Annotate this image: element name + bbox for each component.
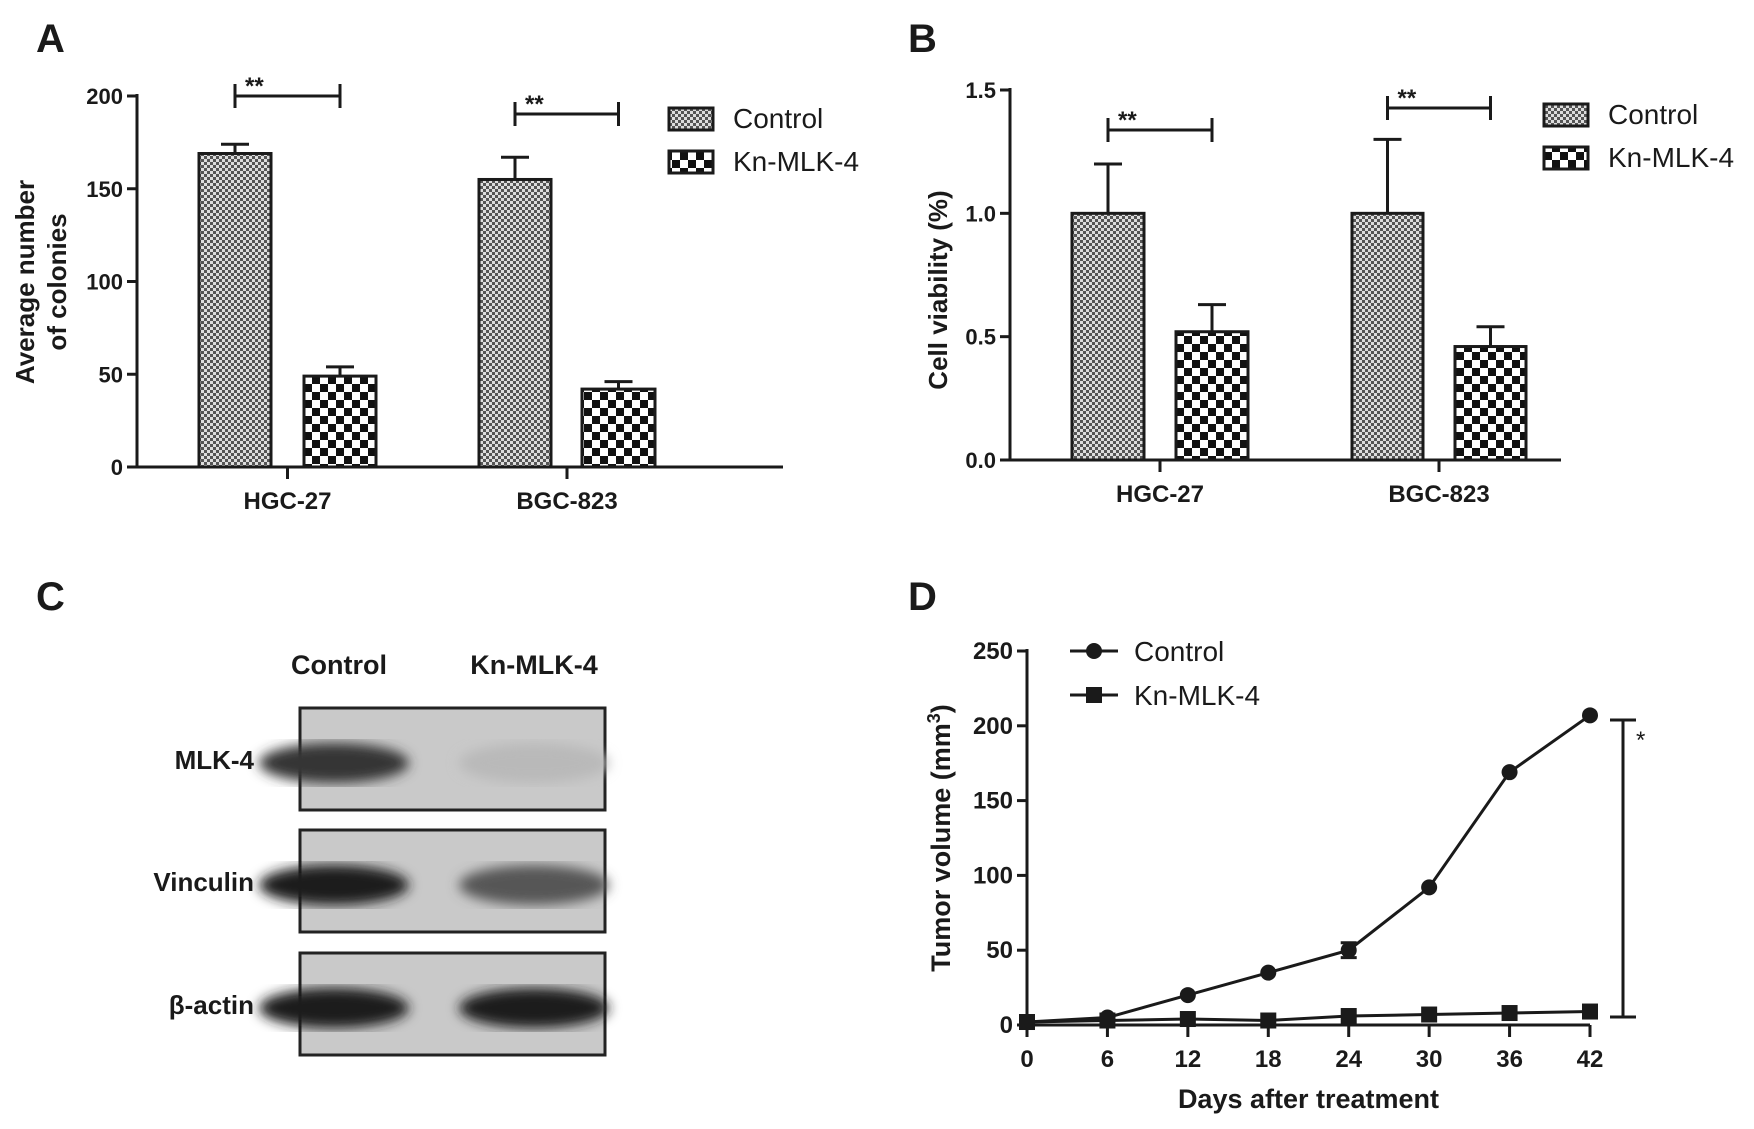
data-point-square bbox=[1340, 1008, 1357, 1025]
legend-swatch bbox=[667, 106, 715, 132]
x-tick-label: 0 bbox=[1020, 1046, 1033, 1073]
data-point-circle bbox=[1260, 964, 1277, 981]
bar-control bbox=[1350, 211, 1425, 462]
blot-band bbox=[459, 865, 609, 905]
blot-column-label: Kn-MLK-4 bbox=[470, 650, 597, 680]
series-line-kn-mlk-4 bbox=[1026, 1010, 1591, 1024]
data-point-square bbox=[1421, 1006, 1438, 1023]
legend-swatch bbox=[1542, 145, 1590, 171]
y-axis-label-line1: Average number bbox=[10, 180, 40, 384]
y-axis-label-text: Tumor volume (mm bbox=[926, 723, 956, 972]
blot-band bbox=[459, 743, 609, 783]
legend-label: Control bbox=[1134, 636, 1224, 667]
data-point-square bbox=[1019, 1014, 1035, 1031]
bar-control bbox=[477, 177, 553, 469]
blot-row-label: Vinculin bbox=[153, 867, 254, 897]
y-tick-label: 0.0 bbox=[965, 448, 996, 473]
x-tick-label: 18 bbox=[1255, 1046, 1282, 1073]
data-point-square bbox=[1582, 1003, 1598, 1020]
x-tick-label: BGC-823 bbox=[516, 488, 617, 515]
bar-kn-mlk-4 bbox=[302, 374, 378, 469]
data-point-circle bbox=[1179, 987, 1196, 1004]
y-tick-label: 0 bbox=[1000, 1012, 1013, 1039]
y-tick-label: 100 bbox=[86, 270, 123, 295]
y-tick-label: 250 bbox=[973, 638, 1013, 665]
legend-label: Kn-MLK-4 bbox=[1134, 680, 1260, 711]
y-tick-label: 50 bbox=[99, 362, 123, 387]
y-tick-label: 50 bbox=[986, 937, 1013, 964]
panel-letter-b: B bbox=[908, 17, 937, 61]
significance-label: ** bbox=[525, 91, 544, 118]
data-point-square bbox=[1260, 1012, 1277, 1029]
x-tick-label: BGC-823 bbox=[1388, 481, 1489, 508]
blot-row-label: β-actin bbox=[169, 990, 254, 1020]
y-axis-label-line2: of colonies bbox=[42, 213, 72, 350]
legend-label: Control bbox=[1608, 99, 1698, 130]
y-tick-label: 150 bbox=[973, 788, 1013, 815]
data-point-circle bbox=[1582, 707, 1598, 724]
y-tick-label: 150 bbox=[86, 177, 123, 202]
blot-band bbox=[459, 988, 609, 1028]
y-tick-label: 1.5 bbox=[965, 78, 996, 103]
panel-letter-d: D bbox=[908, 575, 937, 619]
significance-label: ** bbox=[1118, 107, 1137, 134]
y-tick-label: 0.5 bbox=[965, 325, 996, 350]
bar-kn-mlk-4 bbox=[1453, 345, 1528, 462]
blot-band bbox=[259, 743, 409, 783]
legend-swatch bbox=[667, 149, 715, 175]
x-tick-label: 42 bbox=[1577, 1046, 1604, 1073]
bar-kn-mlk-4 bbox=[1174, 330, 1250, 462]
data-point-square bbox=[1501, 1005, 1518, 1022]
y-axis-label: Cell viability (%) bbox=[923, 190, 953, 389]
legend-label: Kn-MLK-4 bbox=[733, 146, 859, 177]
x-tick-label: 24 bbox=[1335, 1046, 1362, 1073]
y-tick-label: 100 bbox=[973, 862, 1013, 889]
y-tick-label: 0 bbox=[111, 455, 123, 480]
y-axis-label-superscript: 3 bbox=[924, 713, 944, 723]
legend-label: Control bbox=[733, 103, 823, 134]
x-tick-label: 36 bbox=[1496, 1046, 1523, 1073]
bar-control bbox=[1070, 211, 1146, 462]
legend-marker-square bbox=[1086, 687, 1102, 703]
x-tick-label: 12 bbox=[1175, 1046, 1202, 1073]
y-tick-label: 200 bbox=[86, 84, 123, 109]
data-point-square bbox=[1099, 1012, 1116, 1029]
bar-kn-mlk-4 bbox=[580, 387, 657, 469]
y-axis-label: Tumor volume (mm3) bbox=[924, 704, 956, 972]
legend-marker-circle bbox=[1086, 643, 1102, 659]
significance-label: ** bbox=[1398, 85, 1417, 112]
significance-label: ** bbox=[245, 73, 264, 100]
bar-control bbox=[197, 152, 273, 469]
series-line-control bbox=[1026, 714, 1591, 1024]
blot-band bbox=[259, 988, 409, 1028]
legend-label: Kn-MLK-4 bbox=[1608, 142, 1734, 173]
x-tick-label: HGC-27 bbox=[1116, 481, 1204, 508]
x-tick-label: 30 bbox=[1416, 1046, 1443, 1073]
y-axis-label-close: ) bbox=[926, 704, 956, 713]
panel-letter-a: A bbox=[36, 17, 65, 61]
blot-column-label: Control bbox=[291, 650, 387, 680]
data-point-square bbox=[1179, 1011, 1196, 1028]
x-axis-label: Days after treatment bbox=[1178, 1084, 1439, 1114]
panel-letter-c: C bbox=[36, 575, 65, 619]
blot-row-label: MLK-4 bbox=[175, 745, 255, 775]
data-point-circle bbox=[1501, 764, 1518, 781]
y-tick-label: 200 bbox=[973, 713, 1013, 740]
data-point-circle bbox=[1421, 879, 1438, 896]
x-tick-label: 6 bbox=[1101, 1046, 1114, 1073]
x-tick-label: HGC-27 bbox=[243, 488, 331, 515]
legend-swatch bbox=[1542, 102, 1590, 128]
y-tick-label: 1.0 bbox=[965, 201, 996, 226]
data-point-circle bbox=[1340, 942, 1357, 959]
significance-label: * bbox=[1636, 727, 1645, 754]
blot-band bbox=[259, 865, 409, 905]
